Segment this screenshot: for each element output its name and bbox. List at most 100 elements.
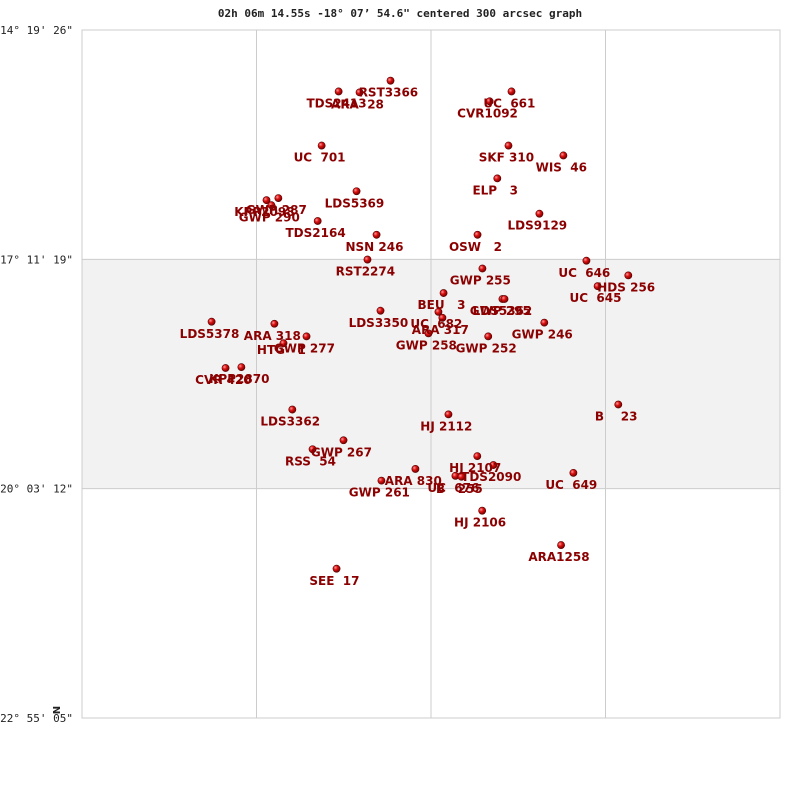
- star-label: RST2274: [336, 265, 395, 279]
- star-marker: [489, 461, 498, 469]
- star-marker: [377, 476, 386, 485]
- star-label: CVR 420: [195, 373, 252, 387]
- star-label: OSW 2: [449, 240, 502, 254]
- star-marker: [376, 306, 385, 315]
- star-label: TDS2164: [286, 226, 346, 240]
- star-label: GWP 290: [239, 210, 300, 224]
- star-label: BEU 3: [417, 298, 465, 312]
- star-marker: [540, 318, 549, 327]
- star-label: KPP2870: [209, 372, 269, 386]
- star-marker: [207, 317, 216, 326]
- star-marker: [363, 255, 372, 264]
- star-label: ARA1258: [528, 550, 589, 564]
- star-marker: [355, 88, 364, 97]
- star-label: GWP 261: [349, 486, 410, 500]
- star-marker: [444, 410, 453, 419]
- star-label: RST3366: [359, 86, 418, 100]
- star-marker: [593, 282, 602, 291]
- star-label: GWP 246: [512, 328, 573, 342]
- star-label: HTG 1: [257, 343, 306, 357]
- star-marker: [582, 256, 591, 265]
- star-label: UC 649: [545, 478, 597, 492]
- star-label: RSS 54: [285, 454, 336, 468]
- star-label: GWP 267: [311, 445, 372, 459]
- star-label: HJ 2106: [454, 516, 506, 530]
- star-label: GWP 287: [246, 203, 307, 217]
- star-marker: [372, 230, 381, 239]
- star-label: LDS5362: [473, 304, 533, 318]
- star-marker: [500, 295, 509, 303]
- star-label: TDS2090: [461, 470, 521, 484]
- star-label: GWP 258: [396, 338, 457, 352]
- star-marker: [484, 332, 493, 341]
- star-label: LDS3350: [349, 316, 409, 330]
- star-marker: [267, 201, 276, 210]
- star-label: NSN 246: [345, 240, 403, 254]
- star-label: B 255: [436, 482, 483, 496]
- star-marker: [332, 564, 341, 573]
- star-marker: [624, 271, 633, 280]
- star-label: ARA 317: [412, 323, 469, 337]
- star-marker: [559, 151, 568, 160]
- star-label: SKF 310: [479, 151, 534, 165]
- star-label: ARA 830: [385, 474, 442, 488]
- star-marker: [614, 400, 623, 409]
- star-label: GWP 255: [450, 274, 511, 288]
- star-marker: [221, 364, 230, 372]
- star-marker: [535, 209, 544, 218]
- star-marker: [434, 307, 443, 316]
- star-marker: [352, 187, 361, 196]
- star-label: UC 682: [410, 317, 462, 331]
- star-marker: [473, 452, 482, 461]
- star-marker: [493, 174, 502, 183]
- star-label: SEE 17: [309, 574, 359, 588]
- star-marker: [237, 363, 246, 372]
- star-label: UC 661: [483, 97, 535, 111]
- star-marker: [569, 468, 578, 477]
- star-label: WIS 46: [536, 160, 587, 174]
- star-marker: [478, 264, 487, 273]
- star-marker: [302, 332, 311, 341]
- star-marker: [308, 445, 317, 454]
- star-label: GWP 277: [274, 341, 335, 355]
- star-label: CVR1092: [457, 106, 518, 120]
- star-label: LDS9129: [508, 219, 568, 233]
- star-marker: [411, 465, 420, 473]
- star-marker: [270, 319, 279, 328]
- star-marker: [478, 506, 487, 515]
- star-marker: [317, 141, 326, 150]
- y-axis-labels: -14° 19' 26" -17° 11' 19" -20° 03' 12" -22°…: [0, 24, 73, 725]
- star-label: LDS5369: [325, 196, 385, 210]
- star-label: LDS3362: [260, 415, 320, 429]
- star-label: GWP 295: [470, 304, 531, 318]
- star-marker: [339, 436, 348, 445]
- gridlines: [82, 30, 780, 718]
- star-marker: [439, 289, 448, 297]
- chart-title: 02h 06m 14.55s -18° 07’ 54.6" centered 3…: [218, 7, 582, 20]
- star-marker: [279, 339, 288, 348]
- star-label: GWP 252: [456, 341, 517, 355]
- y-tick-label: -22° 55' 05": [0, 712, 73, 725]
- y-tick-label: -17° 11' 19": [0, 253, 73, 266]
- y-tick-label: -20° 03' 12": [0, 483, 73, 496]
- star-marker: [274, 194, 283, 203]
- north-indicator: N: [52, 706, 63, 714]
- star-label: HJ 2112: [420, 419, 472, 433]
- star-label: TDS2413: [306, 97, 366, 111]
- y-tick-label: -14° 19' 26": [0, 24, 73, 37]
- star-label: LDS5378: [180, 327, 240, 341]
- star-label: UC 676: [427, 481, 479, 495]
- star-label: ARA 28: [331, 97, 384, 111]
- star-marker: [507, 87, 516, 96]
- star-marker: [504, 141, 513, 150]
- stars-layer: [207, 76, 633, 573]
- star-label: ELP 3: [472, 183, 518, 197]
- star-marker: [288, 405, 297, 414]
- star-label: B 23: [595, 410, 638, 424]
- star-marker: [386, 76, 395, 85]
- star-marker: [438, 313, 447, 322]
- star-marker: [313, 217, 322, 225]
- star-label: UC 646: [558, 266, 610, 280]
